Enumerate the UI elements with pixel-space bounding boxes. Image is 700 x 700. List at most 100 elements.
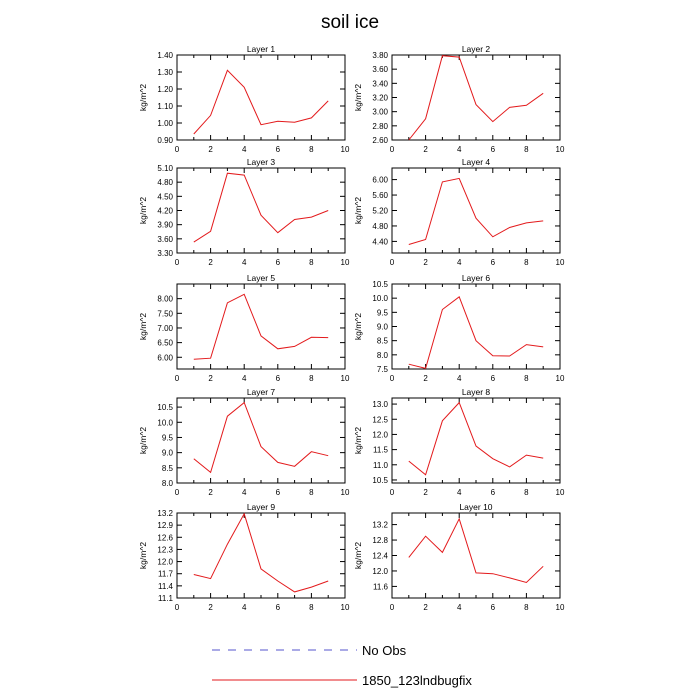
y-axis-label: kg/m^2 — [353, 427, 363, 454]
y-axis-label: kg/m^2 — [353, 542, 363, 569]
legend-label-no-obs: No Obs — [362, 643, 407, 658]
y-tick-label: 13.0 — [372, 400, 388, 409]
series-line — [193, 512, 329, 593]
chart-panel: Layer 5 kg/m^2 0 2 4 6 8 10 6.00 6.50 7.00 7.50 8.00 — [138, 273, 350, 383]
y-tick-label: 5.60 — [372, 191, 388, 200]
x-tick-label: 2 — [423, 258, 428, 267]
x-tick-label: 2 — [208, 145, 213, 154]
y-tick-label: 5.20 — [372, 207, 388, 216]
panel-title: Layer 8 — [462, 387, 491, 397]
x-tick-label: 4 — [242, 258, 247, 267]
y-tick-label: 10.5 — [372, 476, 388, 485]
y-tick-label: 7.5 — [377, 365, 389, 374]
y-tick-label: 3.40 — [372, 79, 388, 88]
x-tick-label: 0 — [175, 145, 180, 154]
x-tick-label: 4 — [457, 374, 462, 383]
x-tick-label: 10 — [341, 603, 350, 612]
x-tick-label: 6 — [276, 374, 281, 383]
series-line — [408, 295, 544, 370]
plot-frame — [391, 283, 561, 370]
panel-title: Layer 9 — [247, 502, 276, 512]
y-tick-label: 1.20 — [157, 85, 173, 94]
plot-frame — [176, 397, 346, 484]
y-tick-label: 13.2 — [157, 509, 173, 518]
x-tick-label: 8 — [309, 258, 314, 267]
x-tick-label: 6 — [276, 488, 281, 497]
x-tick-label: 6 — [491, 258, 496, 267]
y-tick-label: 4.50 — [157, 192, 173, 201]
chart-panel: Layer 9 kg/m^2 0 2 4 6 8 10 11.1 11.4 11.7 12.0 12.3… — [138, 502, 350, 612]
x-tick-label: 10 — [341, 374, 350, 383]
x-tick-label: 0 — [390, 603, 395, 612]
y-tick-label: 12.0 — [372, 567, 388, 576]
x-tick-label: 0 — [175, 258, 180, 267]
panel-title: Layer 6 — [462, 273, 491, 283]
plot-frame — [391, 167, 561, 254]
x-tick-label: 2 — [208, 603, 213, 612]
y-tick-label: 3.00 — [372, 108, 388, 117]
x-tick-label: 6 — [276, 145, 281, 154]
y-tick-label: 10.0 — [372, 294, 388, 303]
chart-panel: Layer 4 kg/m^2 0 2 4 6 8 10 4.40 4.80 5.20 5.60 6.00 — [353, 157, 565, 267]
panel-title: Layer 10 — [459, 502, 492, 512]
x-tick-label: 2 — [423, 145, 428, 154]
x-tick-label: 8 — [524, 258, 529, 267]
y-tick-label: 4.20 — [157, 207, 173, 216]
series-line — [408, 177, 544, 245]
panel-title: Layer 3 — [247, 157, 276, 167]
y-tick-label: 9.0 — [377, 323, 389, 332]
panel-title: Layer 4 — [462, 157, 491, 167]
y-tick-label: 6.50 — [157, 339, 173, 348]
y-tick-label: 8.00 — [157, 295, 173, 304]
x-tick-label: 0 — [390, 258, 395, 267]
y-tick-label: 4.80 — [157, 178, 173, 187]
y-axis-label: kg/m^2 — [353, 313, 363, 340]
plot-frame — [176, 283, 346, 370]
y-tick-label: 12.6 — [157, 533, 173, 542]
y-tick-label: 12.0 — [372, 430, 388, 439]
y-tick-label: 8.5 — [162, 464, 174, 473]
chart-panel: Layer 1 kg/m^2 0 2 4 6 8 10 0.90 1.00 1.10 1.20 1.30… — [138, 44, 350, 154]
x-tick-label: 4 — [242, 488, 247, 497]
y-tick-label: 3.30 — [157, 249, 173, 258]
y-tick-label: 11.4 — [158, 582, 174, 591]
y-tick-label: 1.10 — [157, 102, 173, 111]
y-tick-label: 10.5 — [372, 280, 388, 289]
y-axis-label: kg/m^2 — [353, 197, 363, 224]
series-line — [408, 55, 544, 141]
y-tick-label: 11.7 — [158, 570, 174, 579]
series-line — [193, 172, 329, 243]
chart-panel: Layer 7 kg/m^2 0 2 4 6 8 10 8.0 8.5 9.0 9.5 10.0 10.5 — [138, 387, 350, 497]
plot-frame — [176, 512, 346, 599]
y-axis-label: kg/m^2 — [138, 427, 148, 454]
y-tick-label: 1.30 — [157, 68, 173, 77]
y-tick-label: 6.00 — [157, 353, 173, 362]
series-line — [408, 517, 544, 584]
x-tick-label: 0 — [390, 145, 395, 154]
x-tick-label: 0 — [390, 488, 395, 497]
x-tick-label: 4 — [457, 603, 462, 612]
y-tick-label: 5.10 — [157, 164, 173, 173]
y-tick-label: 13.2 — [372, 521, 388, 530]
x-tick-label: 0 — [175, 488, 180, 497]
x-tick-label: 2 — [208, 258, 213, 267]
y-tick-label: 3.90 — [157, 221, 173, 230]
y-tick-label: 12.3 — [157, 545, 173, 554]
x-tick-label: 10 — [341, 145, 350, 154]
y-tick-label: 1.40 — [157, 51, 173, 60]
y-tick-label: 1.00 — [157, 119, 173, 128]
chart-panel: Layer 6 kg/m^2 0 2 4 6 8 10 7.5 8.0 8.5 9.0 9.5 10.0 1… — [353, 273, 565, 383]
y-tick-label: 8.0 — [377, 351, 389, 360]
y-axis-label: kg/m^2 — [353, 84, 363, 111]
x-tick-label: 8 — [524, 374, 529, 383]
series-line — [193, 69, 329, 135]
x-tick-label: 10 — [341, 258, 350, 267]
x-tick-label: 8 — [524, 145, 529, 154]
y-tick-label: 2.80 — [372, 122, 388, 131]
panel-title: Layer 2 — [462, 44, 491, 54]
y-axis-label: kg/m^2 — [138, 542, 148, 569]
y-tick-label: 10.0 — [157, 418, 173, 427]
x-tick-label: 2 — [423, 374, 428, 383]
